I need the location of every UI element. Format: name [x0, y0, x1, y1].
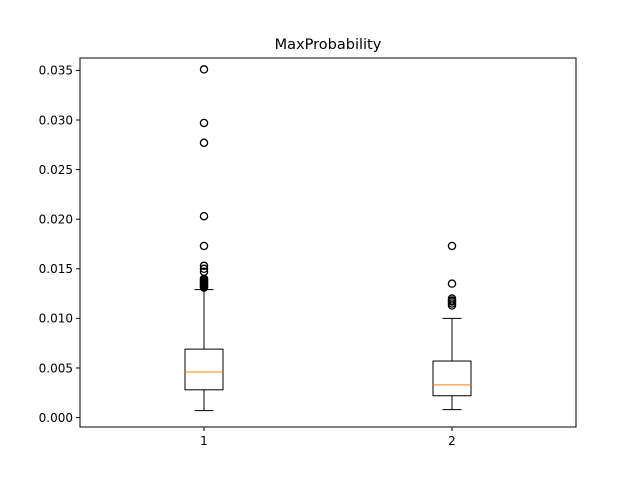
outlier-point	[199, 264, 209, 274]
outlier-point	[199, 211, 209, 221]
plot-area	[184, 65, 472, 412]
box-group-2	[432, 241, 472, 411]
outlier-point	[199, 65, 209, 74]
x-tick-label: 2	[448, 434, 456, 448]
y-tick-label: 0.030	[39, 113, 73, 127]
y-tick-label: 0.010	[39, 312, 73, 326]
outlier-point	[199, 261, 209, 271]
axes: 0.000 0.005 0.010 0.015 0.020 0.025 0.030 0.035…	[39, 57, 577, 448]
outlier-point	[199, 267, 209, 277]
y-tick-label: 0.005	[39, 361, 73, 375]
outlier-point	[199, 241, 209, 251]
outlier-point	[447, 294, 457, 303]
y-tick-label: 0.015	[39, 262, 73, 276]
outlier-point	[199, 138, 209, 148]
box-iqr	[432, 360, 472, 397]
chart-title: MaxProbability	[275, 37, 382, 53]
axes-frame	[79, 57, 577, 428]
y-tick-label: 0.020	[39, 212, 73, 226]
y-tick-label: 0.000	[39, 411, 73, 425]
box-iqr	[184, 348, 224, 391]
x-tick-label: 1	[200, 434, 208, 448]
box-group-1	[184, 65, 224, 412]
outlier-point	[447, 279, 457, 288]
y-tick-label: 0.025	[39, 163, 73, 177]
outlier-point	[199, 118, 209, 128]
y-tick-label: 0.035	[39, 64, 73, 78]
outlier-point	[447, 241, 457, 251]
